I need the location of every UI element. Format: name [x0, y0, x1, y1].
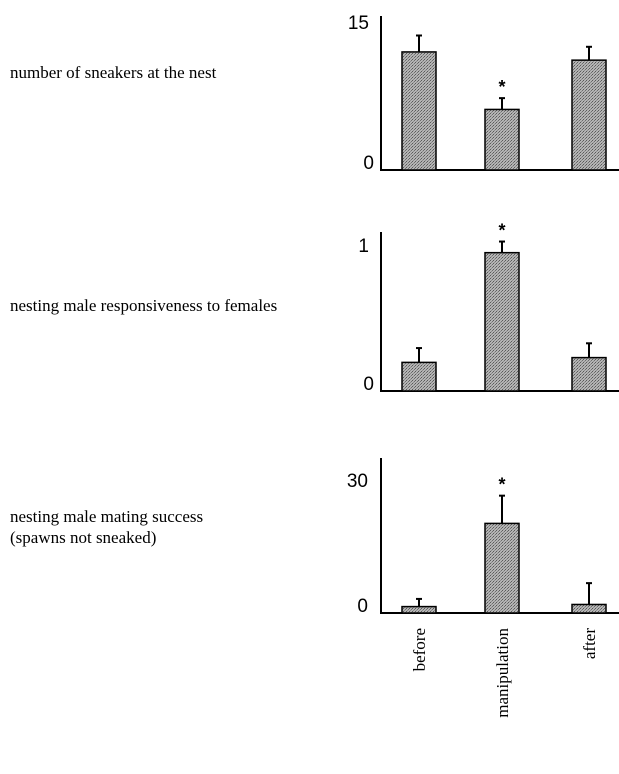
- panel-1-label: number of sneakers at the nest: [10, 62, 216, 83]
- significance-marker: *: [498, 475, 505, 495]
- bar-manipulation: [484, 522, 520, 614]
- bar-manipulation: [484, 108, 520, 171]
- x-category-label-after: after: [580, 628, 599, 659]
- chart-panel-1: 0 15 *: [348, 13, 619, 174]
- bar-before: [401, 51, 437, 171]
- bar-after: [571, 603, 607, 614]
- x-category-label-before: before: [410, 628, 429, 671]
- x-category-label-manipulation: manipulation: [493, 628, 512, 718]
- y-tick-label: 30: [347, 471, 368, 492]
- bar-before: [401, 361, 437, 392]
- panel-3-label-line-2: (spawns not sneaked): [10, 528, 157, 547]
- bar-before: [401, 605, 437, 614]
- chart-panel-3: 0 30 *: [347, 458, 619, 617]
- panel-2-label-line: nesting male responsiveness to females: [10, 296, 278, 315]
- panel-1-label-line: number of sneakers at the nest: [10, 63, 217, 82]
- y-tick-label: 0: [363, 153, 374, 174]
- panel-2-label: nesting male responsiveness to females: [10, 295, 277, 316]
- significance-marker: *: [498, 221, 505, 241]
- panel-3-label: nesting male mating success (spawns not …: [10, 506, 203, 548]
- y-tick-label: 1: [358, 236, 369, 257]
- significance-marker: *: [498, 77, 505, 97]
- bar-after: [571, 59, 607, 171]
- bar-manipulation: [484, 251, 520, 392]
- y-tick-label: 0: [363, 374, 374, 395]
- y-tick-label: 15: [348, 13, 369, 34]
- y-tick-label: 0: [357, 596, 368, 617]
- chart-panel-2: 0 1 *: [358, 221, 619, 395]
- bar-after: [571, 356, 607, 392]
- panel-3-label-line-1: nesting male mating success: [10, 507, 204, 526]
